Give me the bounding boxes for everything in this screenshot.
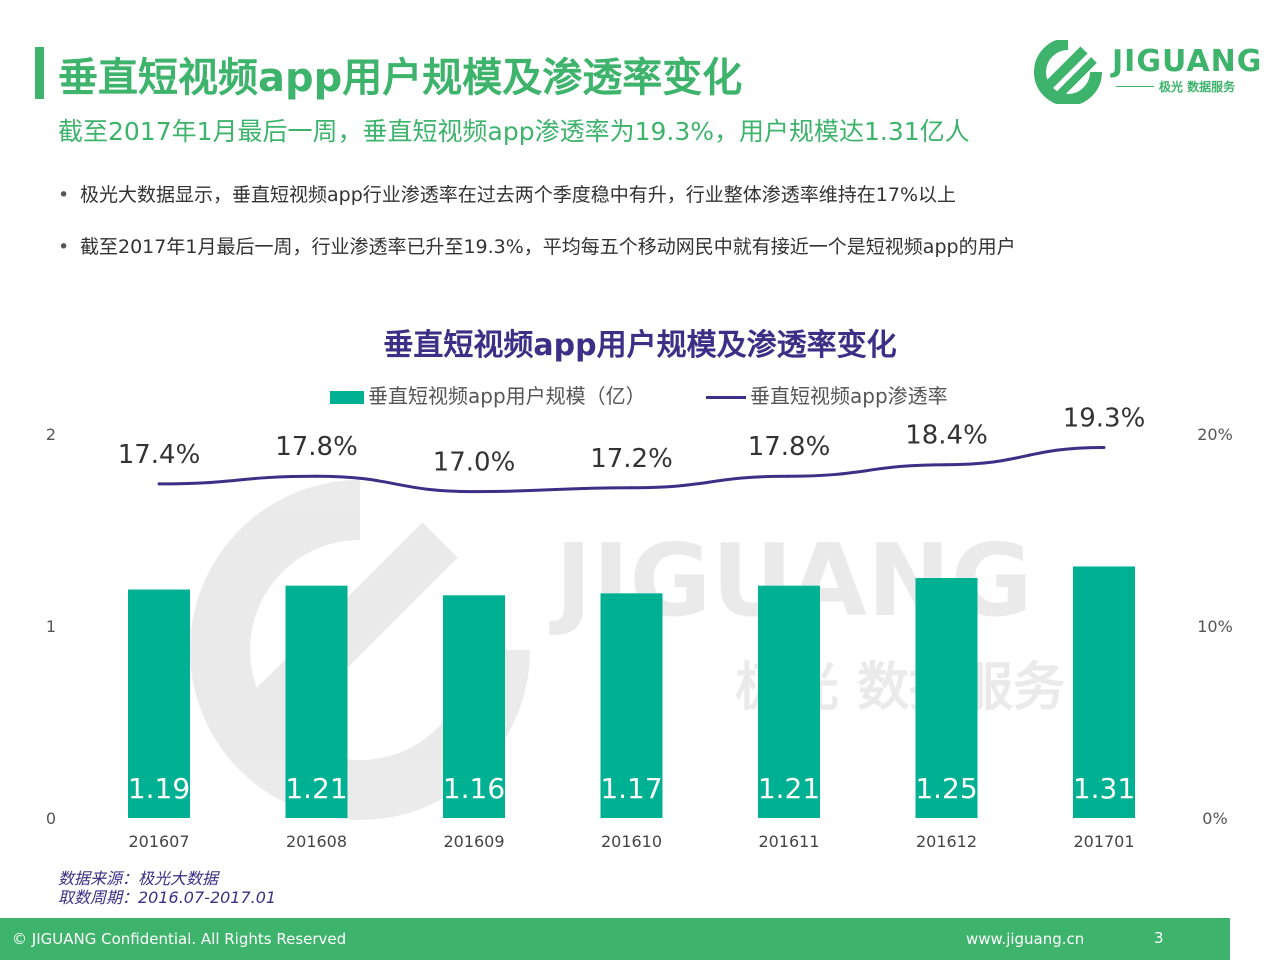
logo-divider	[1116, 86, 1154, 87]
legend-bar-swatch	[330, 391, 364, 404]
footer-url[interactable]: www.jiguang.cn	[966, 930, 1085, 948]
line-point	[787, 474, 791, 478]
line-point	[472, 490, 476, 494]
page-number: 3	[1154, 929, 1164, 947]
data-source-note: 数据来源：极光大数据 取数周期：2016.07-2017.01	[58, 869, 277, 907]
x-tick-label: 201607	[128, 832, 189, 851]
chart-title: 垂直短视频app用户规模及渗透率变化	[383, 328, 897, 363]
line-value-label: 17.2%	[590, 444, 673, 474]
bar-value-label: 1.17	[600, 772, 662, 805]
bullet-dot-icon: •	[58, 184, 70, 206]
logo-subtext: 极光 数据服务	[1159, 80, 1236, 94]
legend-item-line: 垂直短视频app渗透率	[706, 380, 948, 409]
x-tick-label: 201608	[286, 832, 347, 851]
bar-value-label: 1.31	[1073, 772, 1135, 805]
bullet-dot-icon: •	[58, 236, 70, 258]
bar-value-label: 1.25	[915, 772, 977, 805]
bar-value-label: 1.21	[758, 772, 820, 805]
y-left-tick-label: 1	[46, 617, 56, 636]
bar	[443, 595, 505, 818]
bar-value-label: 1.16	[443, 772, 505, 805]
y-left-tick-label: 2	[46, 425, 56, 444]
bar-value-label: 1.21	[285, 772, 347, 805]
page-subtitle: 截至2017年1月最后一周，垂直短视频app渗透率为19.3%，用户规模达1.3…	[58, 117, 970, 146]
bar	[600, 593, 663, 818]
x-tick-label: 201612	[916, 832, 977, 851]
line-point	[315, 474, 318, 478]
jiguang-logo-icon	[1034, 38, 1102, 106]
y-right-tick-label: 10%	[1197, 617, 1233, 636]
y-right-tick-label: 0%	[1202, 809, 1227, 828]
bar	[758, 585, 820, 818]
bar	[915, 578, 978, 818]
bar-value-label: 1.19	[128, 772, 190, 805]
line-point	[945, 463, 948, 467]
bullet-item: • 极光大数据显示，垂直短视频app行业渗透率在过去两个季度稳中有升，行业整体渗透…	[58, 184, 956, 206]
bar	[128, 589, 190, 818]
line-value-label: 19.3%	[1063, 403, 1146, 433]
line-point	[157, 482, 161, 486]
line-point	[630, 486, 633, 490]
page-title: 垂直短视频app用户规模及渗透率变化	[58, 55, 743, 101]
line-value-label: 17.4%	[118, 440, 201, 470]
bar	[285, 585, 348, 818]
x-tick-label: 201611	[758, 832, 819, 851]
x-tick-label: 201701	[1073, 832, 1134, 851]
logo-wordmark: JIGUANG	[1112, 44, 1263, 79]
legend-line-swatch	[706, 396, 746, 399]
x-tick-label: 201609	[443, 832, 504, 851]
x-tick-label: 201610	[601, 832, 662, 851]
legend-item-bars: 垂直短视频app用户规模（亿）	[330, 380, 646, 409]
y-right-tick-label: 20%	[1197, 425, 1233, 444]
title-accent-bar	[35, 47, 44, 99]
line-value-label: 18.4%	[905, 421, 988, 451]
footer-band	[0, 918, 1230, 960]
line-point	[1102, 445, 1106, 449]
y-left-tick-label: 0	[46, 809, 56, 828]
footer-copyright: © JIGUANG Confidential. All Rights Reser…	[12, 930, 347, 948]
footer-corner	[1200, 918, 1230, 960]
line-value-label: 17.8%	[275, 432, 358, 462]
line-value-label: 17.8%	[748, 432, 831, 462]
bar	[1073, 566, 1135, 818]
jiguang-logo: JIGUANG 极光 数据服务	[1032, 38, 1261, 106]
line-value-label: 17.0%	[433, 448, 516, 478]
bullet-item: • 截至2017年1月最后一周，行业渗透率已升至19.3%，平均每五个移动网民中就…	[58, 236, 1016, 258]
